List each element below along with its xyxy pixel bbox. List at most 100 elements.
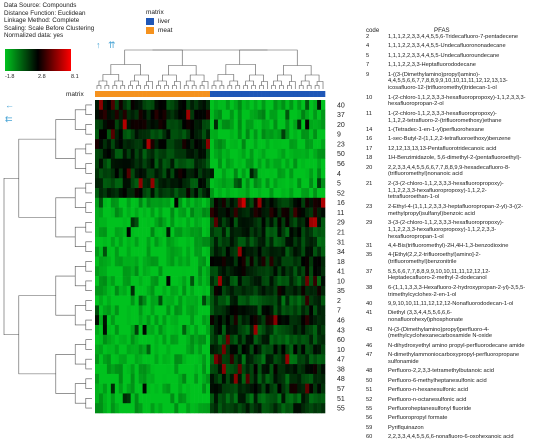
heatmap-cell (261, 197, 266, 208)
row-label: 57 (337, 386, 345, 393)
heatmap-cell (154, 168, 159, 179)
matrix-annotation-cell (297, 91, 302, 97)
expand-up-icon[interactable]: ⇈ (108, 40, 116, 50)
heatmap-cell (186, 256, 191, 267)
heatmap-cell (190, 188, 195, 199)
heatmap-cell (122, 285, 128, 296)
heatmap-cell (281, 178, 286, 189)
heatmap-cell (285, 383, 290, 394)
heatmap-cell (301, 256, 306, 267)
heatmap-cell (305, 197, 310, 208)
heatmap-cell (130, 100, 135, 111)
pfas-row: 20 2,2,3,3,4,4,5,5,6,6,7,7,8,8,9,9-hexade… (362, 165, 550, 179)
heatmap-cell (134, 295, 139, 306)
heatmap-cell (118, 246, 124, 257)
heatmap-cell (293, 295, 298, 306)
heatmap-cell (118, 305, 124, 316)
matrix-annotation-cell (194, 91, 199, 97)
heatmap-cell (210, 266, 215, 277)
heatmap-cell (126, 334, 131, 345)
heatmap-cell (166, 383, 171, 394)
heatmap-cell (146, 178, 151, 189)
heatmap-cell (102, 276, 108, 287)
heatmap-cell (249, 188, 254, 199)
heatmap-cell (134, 403, 139, 414)
heatmap-cell (261, 139, 266, 150)
heatmap-cell (229, 188, 235, 199)
pfas-code: 46 (366, 342, 373, 349)
heatmap-cell (178, 344, 183, 355)
heatmap-cell (277, 266, 282, 277)
pfas-name: 1,1,1,2,2,3,3,4,4,5,5,6-Tridecafluoro-7-… (388, 34, 550, 41)
heatmap-cell (182, 217, 187, 228)
heatmap-cell (158, 344, 163, 355)
heatmap-cell (245, 383, 250, 394)
heatmap-cell (98, 354, 104, 365)
heatmap-cell (162, 256, 167, 267)
heatmap-cell (297, 207, 302, 218)
row-label: 29 (337, 220, 345, 227)
heatmap-cell (146, 315, 151, 326)
heatmap-cell (130, 393, 135, 404)
heatmap-cell (134, 383, 139, 394)
heatmap-cell (265, 227, 270, 238)
heatmap-cell (118, 393, 124, 404)
heatmap-cell (265, 344, 270, 355)
heatmap-cell (309, 305, 314, 316)
heatmap-cell (245, 276, 250, 287)
heatmap-cell (249, 324, 254, 336)
heatmap-cell (309, 246, 314, 257)
heatmap-cell (95, 305, 100, 316)
pfas-name-line: 1H-Benzimidazole, 5,6-dimethyl-2-(pentaf… (388, 155, 522, 162)
heatmap-cell (150, 148, 155, 159)
heatmap-cell (210, 305, 215, 316)
heatmap-cell (146, 364, 151, 375)
heatmap-cell (162, 305, 167, 316)
heatmap-cell (221, 324, 227, 336)
pfas-name-line: 1,1,2,2,3,3-hexafluoropropoxy)-1,1,2,2,3… (388, 226, 497, 233)
heatmap-cell (150, 168, 155, 179)
matrix-annotation-cell (146, 91, 151, 97)
heatmap-cell (309, 266, 314, 277)
heatmap-cell (154, 100, 159, 111)
heatmap-cell (229, 354, 235, 365)
heatmap-cell (305, 158, 310, 169)
pfas-row: 17 12,12,13,13,13-Pentafluorotridecanoic … (362, 146, 550, 153)
heatmap-cell (221, 158, 227, 169)
heatmap-cell (178, 129, 183, 140)
collapse-up-icon[interactable]: ↑ (96, 40, 101, 50)
pfas-code: 59 (366, 424, 373, 431)
heatmap-cell (122, 158, 128, 169)
pfas-name-line: 6-(1,1,1,3,3,3-Hexafluoro-2-hydroxypropa… (388, 284, 526, 291)
heatmap-cell (257, 256, 262, 267)
heatmap-cell (241, 197, 246, 208)
heatmap-cell (305, 373, 310, 384)
column-dendrogram-link (273, 80, 282, 86)
heatmap-cell (225, 217, 231, 228)
heatmap-cell (190, 285, 195, 296)
heatmap-cell (130, 334, 135, 345)
heatmap-cell (98, 324, 104, 336)
heatmap-cell (202, 334, 207, 345)
heatmap-cell (273, 158, 278, 169)
heatmap-cell (178, 276, 183, 287)
heatmap-cell (313, 285, 318, 296)
heatmap-cell (217, 207, 223, 218)
heatmap-cell (229, 227, 235, 238)
heatmap-cell (138, 217, 143, 228)
heatmap-cell (213, 188, 219, 199)
heatmap-cell (297, 197, 302, 208)
matrix-annotation-cell (114, 91, 120, 97)
expand-left-icon[interactable]: ⇇ (5, 114, 13, 124)
heatmap-cell (321, 227, 326, 238)
heatmap-cell (273, 178, 278, 189)
heatmap-cell (142, 364, 147, 375)
info-line: Normalized data: yes (4, 32, 64, 40)
heatmap-cell (305, 256, 310, 267)
heatmap-cell (273, 266, 278, 277)
heatmap-cell (225, 324, 231, 336)
heatmap-cell (146, 119, 151, 130)
heatmap-cell (182, 236, 187, 248)
heatmap-cell (150, 256, 155, 267)
collapse-left-icon[interactable]: ← (5, 100, 14, 110)
